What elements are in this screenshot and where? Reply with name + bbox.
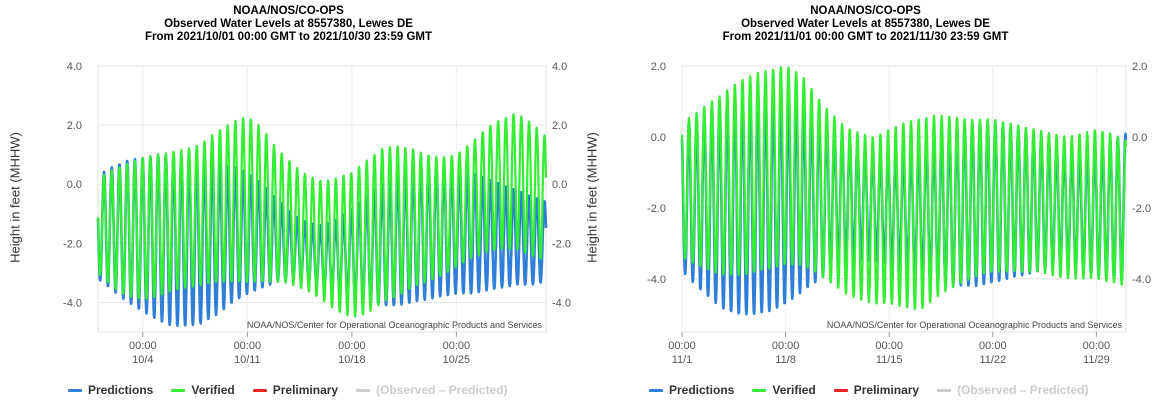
legend-swatch — [252, 388, 267, 392]
y-tick-label-right: 0.0 — [552, 179, 567, 191]
legend: Predictions Verified Preliminary (Observ… — [649, 383, 1088, 397]
legend-item-preliminary[interactable]: Preliminary — [252, 383, 339, 397]
x-tick-label-date: 10/11 — [234, 354, 261, 366]
legend-label: Predictions — [88, 383, 154, 397]
x-tick-label-time: 00:00 — [234, 340, 262, 352]
legend-item-predictions[interactable]: Predictions — [649, 383, 734, 397]
x-tick-label-time: 00:00 — [129, 340, 157, 352]
y-tick-label-right: 2.0 — [552, 120, 567, 132]
y-tick-label-left: 2.0 — [67, 120, 82, 132]
legend-swatch — [649, 388, 663, 392]
legend-swatch — [937, 388, 952, 392]
y-tick-label-left: 4.0 — [67, 61, 82, 73]
x-tick-label-time: 00:00 — [1083, 340, 1111, 352]
plot-area[interactable]: 2.0 2.0 0.0 0.0 -2.0 -2.0 -4.0 -4.0 00:00 11/1 00:… — [577, 0, 1154, 380]
x-tick-label-time: 00:00 — [875, 340, 903, 352]
x-tick-label-time: 00:00 — [668, 340, 696, 352]
y-tick-label-left: -4.0 — [647, 274, 666, 286]
legend-label: (Observed – Predicted) — [957, 383, 1089, 397]
y-tick-label-left: 2.0 — [651, 61, 666, 73]
x-tick-label-time: 00:00 — [772, 340, 800, 352]
chart-credit: NOAA/NOS/Center for Operational Oceanogr… — [827, 320, 1123, 330]
chart-panel-november: NOAA/NOS/CO-OPS Observed Water Levels at… — [577, 0, 1154, 400]
legend-item-observed-minus-predicted[interactable]: (Observed – Predicted) — [937, 383, 1088, 397]
legend-swatch — [68, 388, 82, 392]
x-tick-label-date: 11/15 — [876, 354, 903, 366]
series-line-verified — [680, 66, 1128, 311]
x-tick-label-date: 11/22 — [979, 354, 1006, 366]
y-tick-label-right: -4.0 — [552, 297, 571, 309]
legend-swatch — [171, 388, 186, 392]
chart-title-line-2: Observed Water Levels at 8557380, Lewes … — [741, 18, 990, 30]
y-tick-label-right: 4.0 — [552, 61, 567, 73]
x-tick-label-time: 00:00 — [443, 340, 471, 352]
legend-item-verified[interactable]: Verified — [752, 383, 816, 397]
chart-title-line-1: NOAA/NOS/CO-OPS — [810, 5, 921, 17]
y-tick-label-left: 0.0 — [67, 179, 82, 191]
x-tick-label-date: 11/1 — [672, 354, 693, 366]
chart-credit: NOAA/NOS/Center for Operational Oceanogr… — [247, 320, 543, 330]
series-line-verified — [96, 113, 548, 318]
x-tick-label-date: 10/25 — [443, 354, 471, 366]
legend-label: Predictions — [669, 383, 735, 397]
legend-item-observed-minus-predicted[interactable]: (Observed – Predicted) — [356, 383, 507, 397]
legend-label: Verified — [772, 383, 816, 397]
legend-item-predictions[interactable]: Predictions — [68, 383, 153, 397]
x-tick-label-date: 11/8 — [775, 354, 796, 366]
legend-label: Verified — [191, 383, 235, 397]
y-tick-label-right: 2.0 — [1132, 61, 1147, 73]
legend-label: Preliminary — [853, 383, 920, 397]
legend-item-preliminary[interactable]: Preliminary — [833, 383, 920, 397]
y-tick-label-left: -2.0 — [63, 238, 82, 250]
x-tick-label-date: 11/29 — [1083, 354, 1110, 366]
y-tick-label-right: -2.0 — [1132, 203, 1151, 215]
x-tick-label-time: 00:00 — [338, 340, 366, 352]
y-tick-label-right: 0.0 — [1132, 132, 1147, 144]
legend-item-verified[interactable]: Verified — [171, 383, 235, 397]
chart-title-line-1: NOAA/NOS/CO-OPS — [233, 5, 344, 17]
y-tick-label-left: 0.0 — [651, 132, 666, 144]
legend-swatch — [752, 388, 767, 392]
chart-title-line-3: From 2021/10/01 00:00 GMT to 2021/10/30 … — [144, 31, 432, 43]
legend-swatch — [833, 388, 848, 392]
chart-panel-october: NOAA/NOS/CO-OPS Observed Water Levels at… — [0, 0, 577, 397]
y-tick-label-left: -4.0 — [63, 297, 82, 309]
x-tick-label-date: 10/18 — [338, 354, 366, 366]
legend: Predictions Verified Preliminary (Observ… — [68, 383, 507, 397]
x-tick-label-date: 10/4 — [132, 354, 153, 366]
y-tick-label-right: -2.0 — [552, 238, 571, 250]
chart-title-line-2: Observed Water Levels at 8557380, Lewes … — [164, 18, 413, 30]
legend-swatch — [356, 388, 371, 392]
x-tick-label-time: 00:00 — [979, 340, 1007, 352]
legend-label: (Observed – Predicted) — [376, 383, 508, 397]
y-tick-label-left: -2.0 — [647, 203, 666, 215]
plot-area[interactable]: 4.0 4.0 2.0 2.0 0.0 0.0 -2.0 -2.0 -4.0 -4.0 00:00 1… — [0, 0, 577, 380]
legend-label: Preliminary — [272, 383, 339, 397]
y-tick-label-right: -4.0 — [1132, 274, 1151, 286]
chart-title-line-3: From 2021/11/01 00:00 GMT to 2021/11/30 … — [722, 31, 1009, 43]
